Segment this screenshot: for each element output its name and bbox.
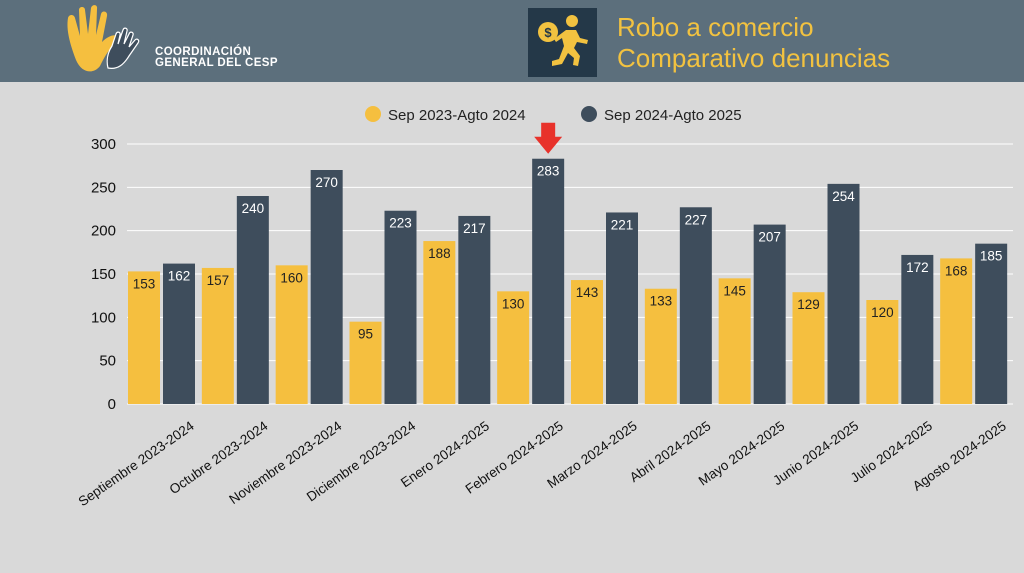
bar-series2 [827, 183, 860, 404]
bar-series2 [975, 243, 1008, 404]
data-label-series2: 217 [463, 221, 486, 236]
bar-series2 [310, 170, 343, 404]
bar-series2 [163, 263, 195, 404]
data-label-series1: 129 [797, 297, 820, 312]
title-line1: Robo a comercio [617, 12, 814, 42]
data-label-series1: 160 [280, 270, 303, 285]
chart-title: Robo a comercio Comparativo denuncias [617, 12, 890, 74]
highlight-arrow-icon [534, 122, 563, 154]
bar-series2 [679, 207, 712, 404]
y-tick-label: 150 [91, 266, 116, 283]
bar-series2 [384, 210, 417, 404]
data-label-series2: 240 [242, 201, 265, 216]
data-label-series2: 283 [537, 164, 560, 179]
data-label-series2: 221 [611, 217, 634, 232]
legend-marker-series1 [365, 106, 381, 122]
bar-series2 [236, 196, 269, 404]
data-labels: 153 162 157 240 160 270 95 223 188 217 130 283 143 22… [133, 164, 1003, 342]
bar-series2 [532, 158, 565, 404]
data-label-series1: 153 [133, 276, 156, 291]
svg-text:$: $ [544, 25, 552, 40]
legend-label-series2: Sep 2024-Agto 2025 [604, 107, 742, 124]
data-label-series1: 95 [358, 327, 373, 342]
data-label-series1: 143 [576, 285, 599, 300]
data-label-series2: 223 [389, 216, 412, 231]
hands-logo-icon [67, 5, 140, 72]
bar-series1 [497, 291, 530, 404]
data-label-series1: 145 [723, 283, 746, 298]
title-line2: Comparativo denuncias [617, 43, 891, 73]
bar-series1 [718, 278, 751, 404]
y-tick-label: 0 [108, 396, 116, 413]
bar-series1 [275, 265, 308, 404]
bar-series1 [644, 288, 677, 404]
bar-series1 [201, 267, 234, 404]
y-tick-label: 200 [91, 223, 116, 240]
header-bar: COORDINACIÓN GENERAL DEL CESP $ Robo a c… [0, 0, 1024, 82]
running-thief-money-bag-icon: $ [528, 8, 597, 77]
legend-label-series1: Sep 2023-Agto 2024 [388, 107, 526, 124]
bar-series1 [349, 321, 382, 404]
org-name-line1: COORDINACIÓN [155, 46, 252, 58]
org-name: COORDINACIÓN GENERAL DEL CESP [155, 46, 278, 69]
data-label-series2: 270 [315, 175, 338, 190]
bar-series1 [423, 241, 456, 404]
bar-series1 [940, 258, 973, 404]
legend-marker-series2 [581, 106, 597, 122]
y-axis: 0 50 100 150 200 250 300 [91, 136, 116, 413]
y-tick-label: 250 [91, 179, 116, 196]
data-label-series1: 130 [502, 296, 525, 311]
x-tick-label: Septiembre 2023-2024 [76, 418, 198, 509]
bars [128, 158, 1008, 404]
bar-series1 [792, 292, 825, 404]
bar-series1 [128, 271, 160, 404]
y-tick-label: 100 [91, 309, 116, 326]
data-label-series2: 172 [906, 260, 929, 275]
org-name-line2: GENERAL DEL CESP [155, 57, 278, 69]
data-label-series1: 188 [428, 246, 451, 261]
legend: Sep 2023-Agto 2024 Sep 2024-Agto 2025 [365, 106, 742, 124]
bar-series2 [606, 212, 638, 404]
data-label-series2: 162 [168, 269, 191, 284]
data-label-series2: 227 [685, 212, 708, 227]
y-tick-label: 300 [91, 136, 116, 153]
data-label-series1: 133 [650, 294, 673, 309]
data-label-series1: 168 [945, 263, 968, 278]
data-label-series2: 254 [832, 189, 855, 204]
y-tick-label: 50 [99, 353, 116, 370]
bar-series2 [458, 215, 491, 404]
bar-series2 [753, 224, 786, 404]
data-label-series2: 185 [980, 249, 1003, 264]
bar-series1 [866, 300, 899, 404]
data-label-series2: 207 [758, 230, 781, 245]
bar-series2 [901, 254, 934, 404]
bar-series1 [571, 280, 603, 404]
data-label-series1: 120 [871, 305, 894, 320]
grid [127, 143, 1013, 405]
bar-chart: Sep 2023-Agto 2024 Sep 2024-Agto 2025 0 5… [76, 106, 1013, 509]
data-label-series1: 157 [207, 273, 230, 288]
